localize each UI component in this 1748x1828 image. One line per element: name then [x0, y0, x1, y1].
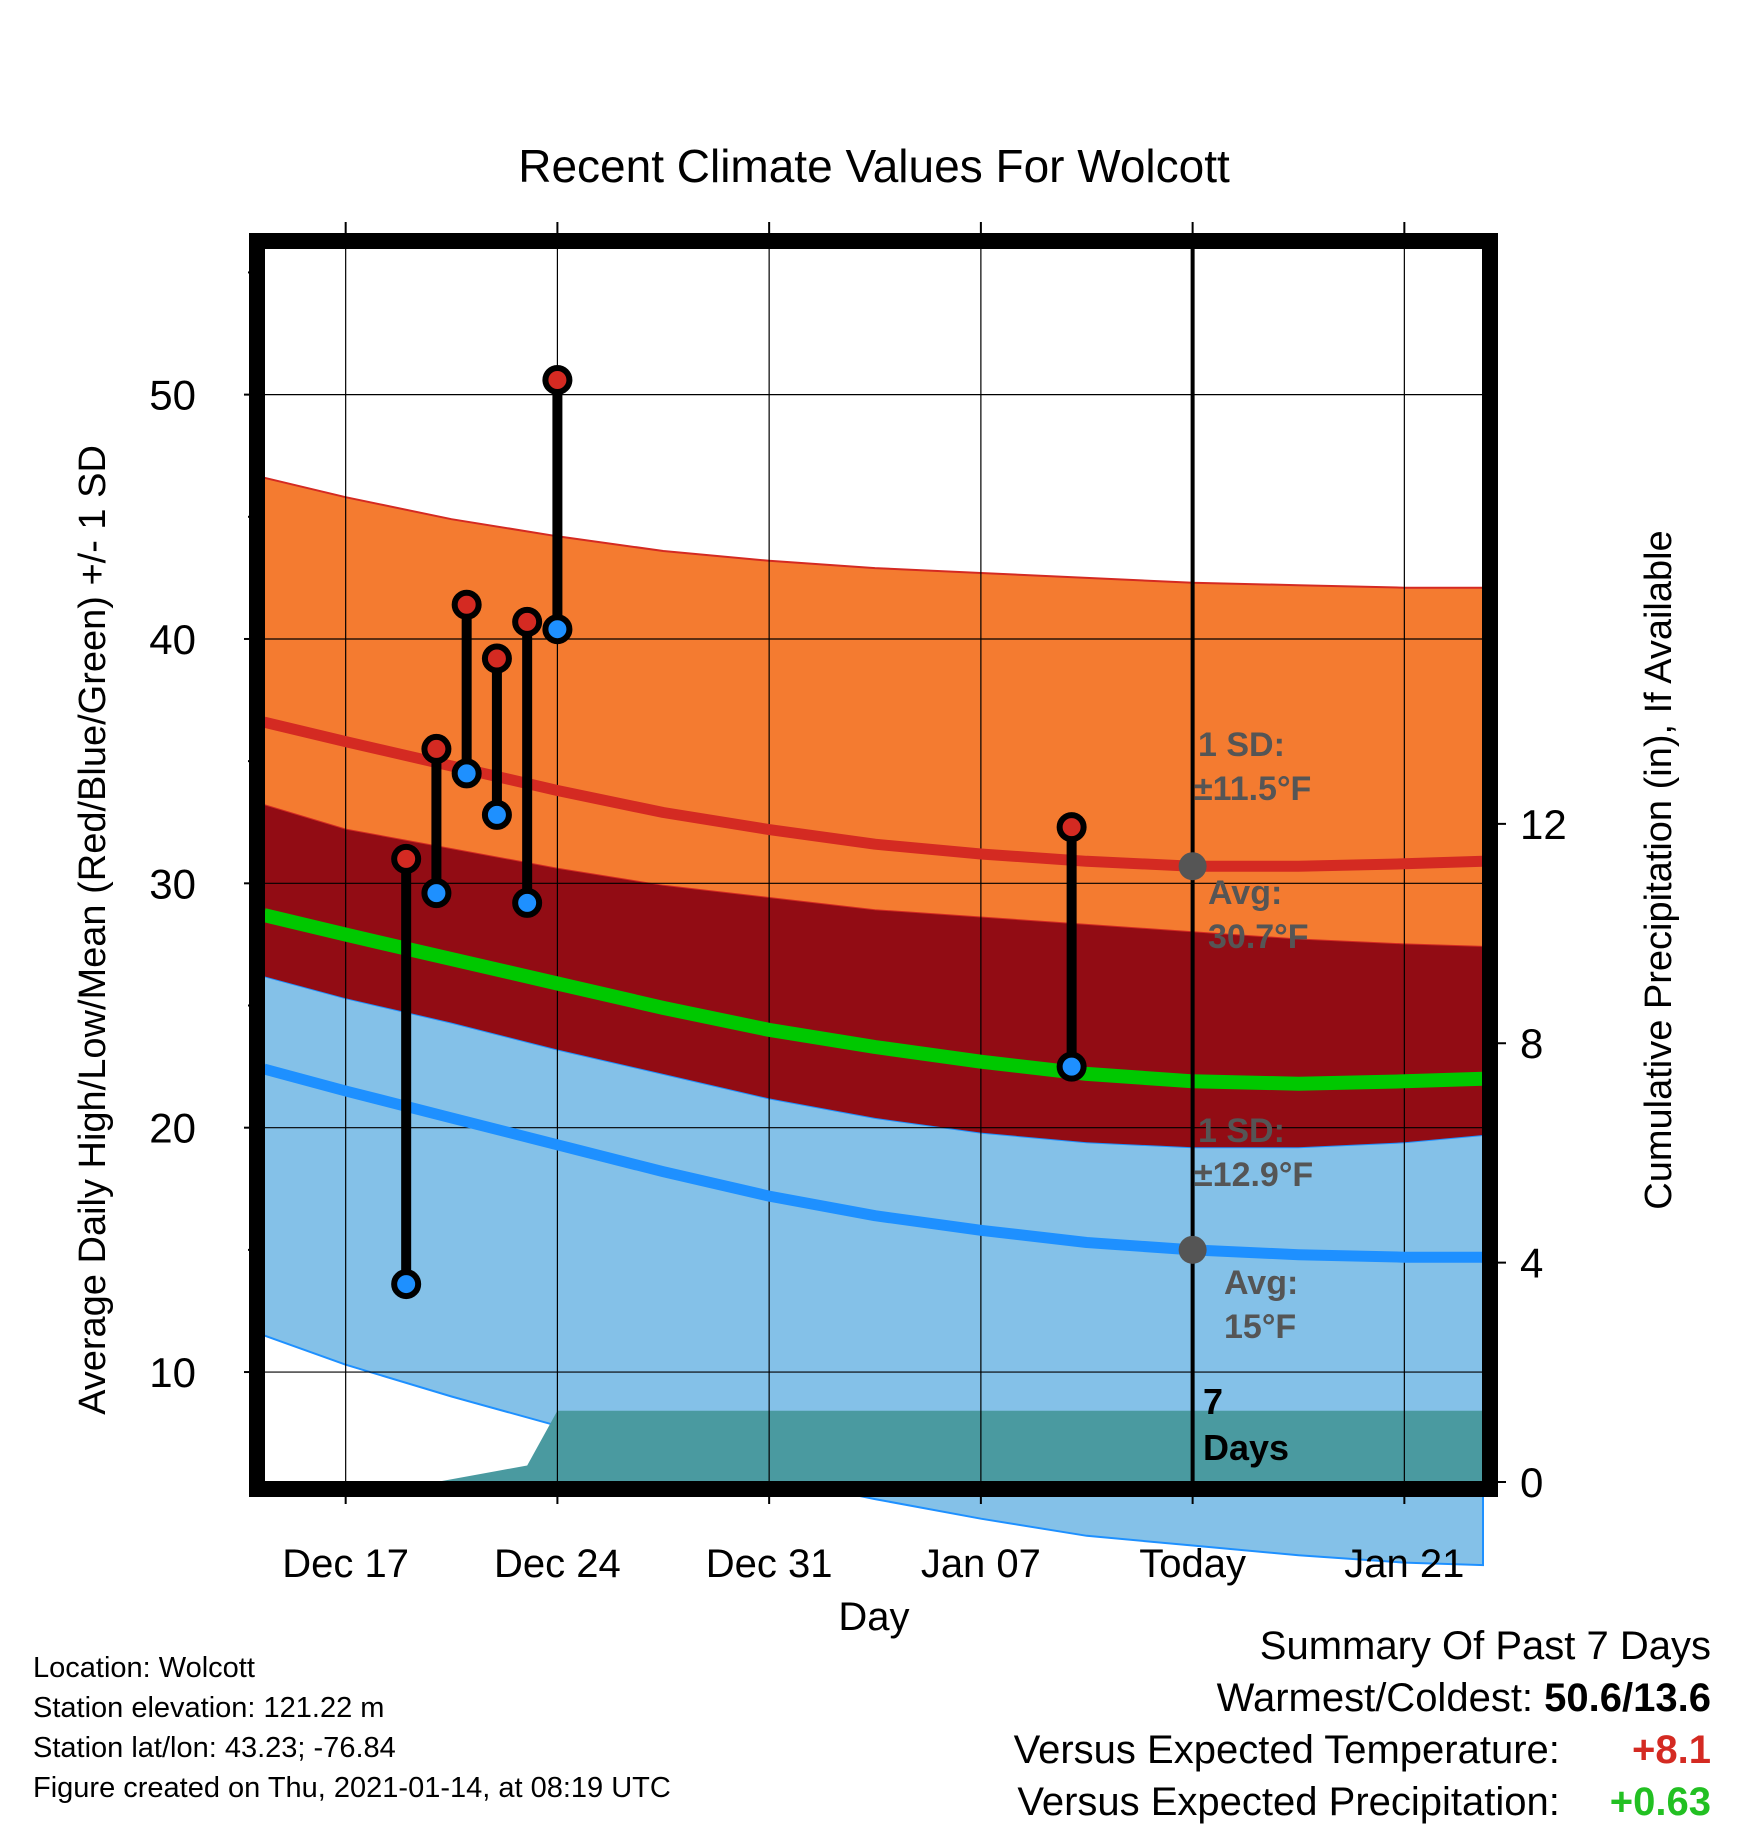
observed-high-point-5	[542, 364, 573, 395]
station-elevation: Station elevation: 121.22 m	[33, 1692, 385, 1724]
summary-warm-cold: Warmest/Coldest: 50.6/13.6	[1014, 1672, 1711, 1724]
precip-area	[264, 1410, 1483, 1482]
left-tick-label-50: 50	[149, 372, 196, 419]
temp-vs-expected-value: +8.1	[1632, 1728, 1711, 1772]
chart-title: Recent Climate Values For Wolcott	[518, 140, 1230, 192]
figure-created: Figure created on Thu, 2021-01-14, at 08…	[33, 1772, 671, 1804]
x-tick-label-jan-07: Jan 07	[921, 1542, 1041, 1586]
observed-low-point-2	[451, 758, 482, 789]
x-tick-label-dec-24: Dec 24	[494, 1542, 621, 1586]
left-tick-label-40: 40	[149, 616, 196, 663]
station-latlon: Station lat/lon: 43.23; -76.84	[33, 1732, 396, 1764]
warm-cold-value: 50.6/13.6	[1544, 1676, 1711, 1720]
low-sd-value: ±12.9°F	[1194, 1156, 1313, 1194]
days-word: Days	[1203, 1427, 1289, 1468]
left-tick-label-20: 20	[149, 1105, 196, 1152]
observed-low-point-1	[421, 878, 452, 909]
high-sd-label: 1 SD:	[1198, 726, 1285, 764]
observed-high-point-4	[512, 606, 543, 637]
x-axis-label: Day	[838, 1595, 909, 1639]
mean-low-line	[262, 1063, 1483, 1263]
y-axis-left-label: Average Daily High/Low/Mean (Red/Blue/Gr…	[72, 445, 114, 1415]
right-tick-label-0: 0	[1520, 1459, 1543, 1506]
summary-temp: Versus Expected Temperature: +8.1	[1014, 1724, 1711, 1776]
mean-temp-line	[262, 908, 1484, 1091]
observed-high-point-2	[451, 589, 482, 620]
observed-low-point-0	[391, 1269, 422, 1300]
summary-heading: Summary Of Past 7 Days	[1259, 1624, 1711, 1668]
observed-low-point-4	[512, 887, 543, 918]
right-tick-label-4: 4	[1520, 1240, 1543, 1287]
x-tick-label-dec-31: Dec 31	[706, 1542, 833, 1586]
reference-point-low	[1178, 1235, 1207, 1264]
precip-vs-expected-value: +0.63	[1609, 1780, 1711, 1824]
low-annotations: 1 SD: ±12.9°F Avg: 15°F	[1194, 1112, 1313, 1346]
mean-high-line	[262, 716, 1484, 872]
high-avg-value: 30.7°F	[1208, 918, 1309, 956]
x-tick-label-dec-17: Dec 17	[282, 1542, 409, 1586]
summary-precip: Versus Expected Precipitation: +0.63	[1014, 1776, 1711, 1828]
plot-frame	[249, 233, 1498, 1497]
observed-low-point-6	[1056, 1051, 1087, 1082]
summary-panel: Summary Of Past 7 Days Warmest/Coldest: …	[1014, 1620, 1711, 1828]
right-tick-label-12: 12	[1520, 801, 1567, 848]
observed-high-point-6	[1056, 812, 1087, 843]
low-avg-label: Avg:	[1224, 1264, 1298, 1302]
days-annotation: 7 Days	[1203, 1381, 1289, 1468]
low-sd-label: 1 SD:	[1198, 1112, 1285, 1150]
high-annotations: 1 SD: ±11.5°F Avg: 30.7°F	[1194, 726, 1311, 956]
x-tick-label-today: Today	[1139, 1542, 1246, 1586]
station-location: Location: Wolcott	[33, 1652, 255, 1684]
high-sd-value: ±11.5°F	[1194, 770, 1311, 808]
station-info: Location: Wolcott Station elevation: 121…	[33, 1648, 671, 1808]
observed-high-point-0	[391, 843, 422, 874]
y-axis-right-label: Cumulative Precipitation (in), If Availa…	[1638, 530, 1680, 1209]
left-tick-label-10: 10	[149, 1349, 196, 1396]
precip-vs-expected-label: Versus Expected Precipitation:	[1017, 1780, 1560, 1824]
temp-vs-expected-label: Versus Expected Temperature:	[1013, 1728, 1560, 1772]
reference-point-high	[1178, 852, 1207, 881]
x-tick-label-jan-21: Jan 21	[1344, 1542, 1464, 1586]
observed-high-point-1	[421, 733, 452, 764]
observed-low-point-3	[481, 799, 512, 830]
observed-low-point-5	[542, 614, 573, 645]
low-avg-value: 15°F	[1224, 1308, 1296, 1346]
days-count: 7	[1203, 1381, 1223, 1422]
high-avg-label: Avg:	[1208, 874, 1282, 912]
right-tick-label-8: 8	[1520, 1020, 1543, 1067]
left-tick-label-30: 30	[149, 860, 196, 907]
warm-cold-label: Warmest/Coldest:	[1216, 1676, 1534, 1720]
plot-area: 10 20 30 40 50 0 4 8 12 Dec 17 Dec 24 Dec 31 Jan 07 T…	[149, 222, 1567, 1586]
overlap-band	[264, 805, 1483, 1148]
observed-high-point-3	[481, 643, 512, 674]
